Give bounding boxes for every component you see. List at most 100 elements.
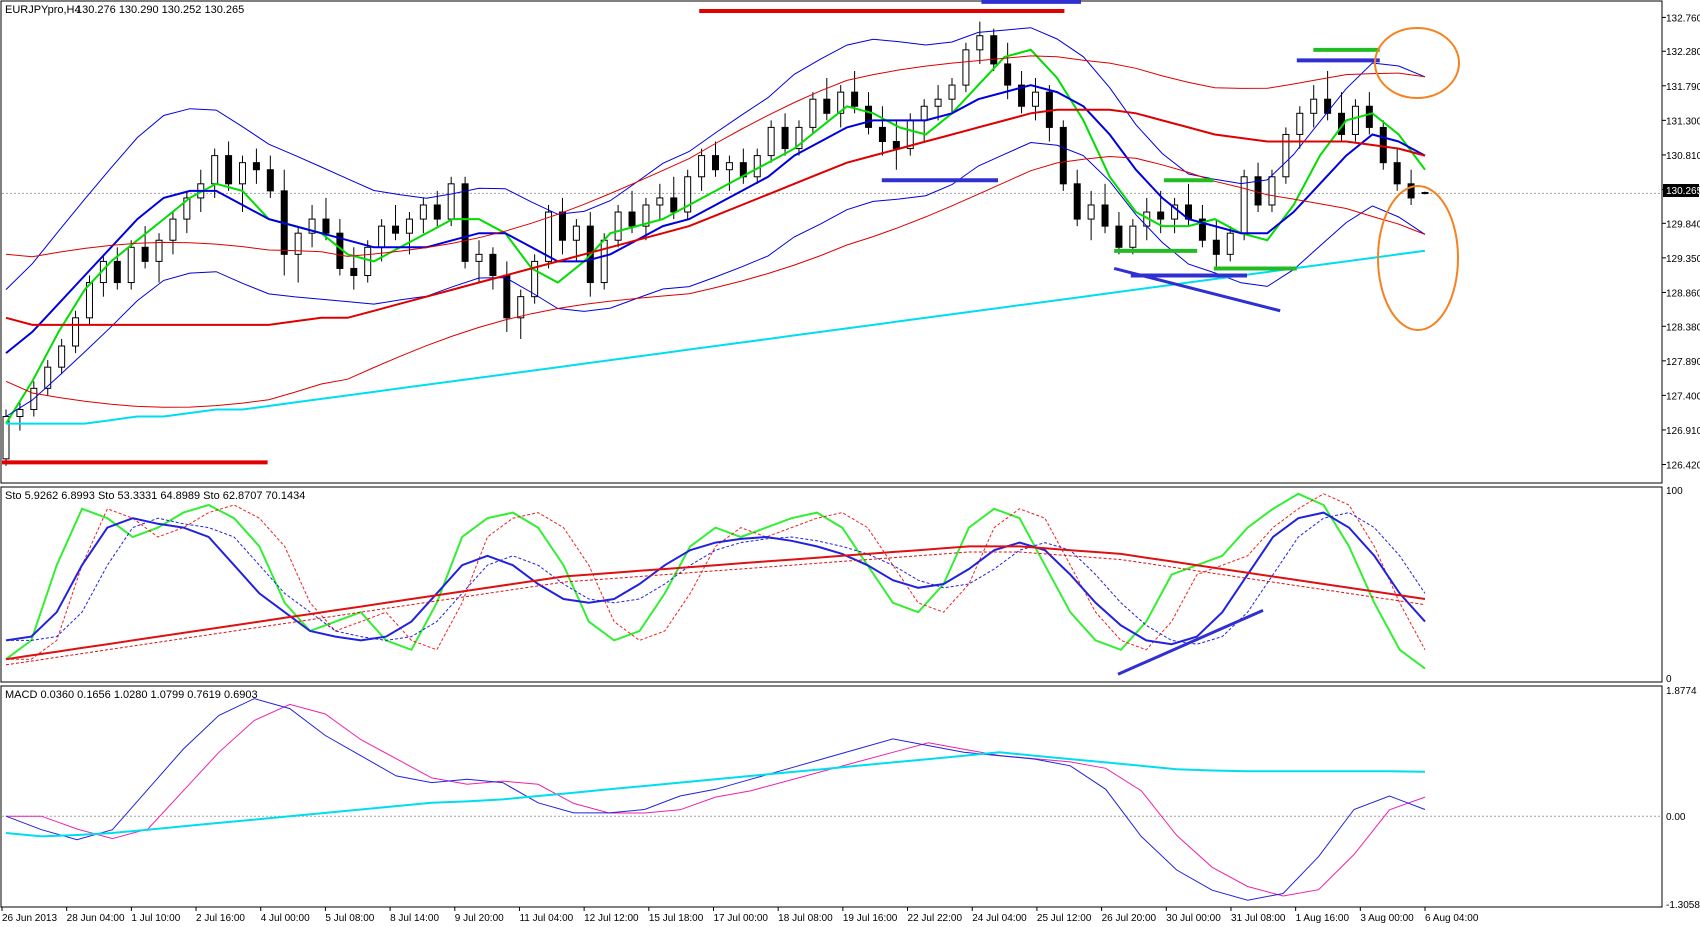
- time-tick-label: 2 Jul 16:00: [196, 913, 245, 924]
- sto-trendline: [1117, 608, 1264, 676]
- candle: [183, 190, 191, 234]
- candle: [239, 155, 246, 213]
- macd-panel-frame: [0, 685, 1663, 908]
- candle: [878, 106, 886, 156]
- time-tick-label: 30 Jul 00:00: [1166, 913, 1221, 924]
- time-tick-label: 25 Jul 12:00: [1037, 913, 1092, 924]
- price-tick-label: 130.810: [1666, 151, 1700, 162]
- candle: [1004, 42, 1012, 100]
- highlight-ellipse-upper: [1374, 27, 1460, 99]
- stochastic-panel: [5, 492, 1426, 676]
- candle: [1226, 226, 1234, 262]
- candle: [1018, 70, 1026, 114]
- candle: [2, 409, 10, 466]
- candle: [698, 148, 706, 191]
- price-tick-label: 131.790: [1666, 82, 1700, 93]
- candle: [1310, 85, 1318, 128]
- macd-tick-label: 0.00: [1666, 812, 1686, 823]
- candle: [795, 120, 803, 156]
- time-tick-label: 9 Jul 20:00: [455, 913, 504, 924]
- time-tick-label: 11 Jul 04:00: [519, 913, 573, 924]
- overlay-line-ma-long: [6, 249, 1426, 425]
- overlay-line-ema-mid: [5, 84, 1426, 354]
- candle: [809, 92, 817, 135]
- candle: [851, 70, 859, 114]
- macd-panel: [2, 698, 1662, 901]
- candle: [990, 28, 998, 71]
- price-tick-label: 129.350: [1666, 254, 1700, 265]
- current-price-label: 130.265: [1666, 186, 1700, 197]
- price-panel: [2, 0, 1662, 466]
- macd-main-line: [5, 698, 1426, 901]
- candle: [1087, 190, 1095, 241]
- time-tick-label: 26 Jun 2013: [2, 913, 57, 924]
- candle: [531, 254, 539, 304]
- candle: [266, 155, 274, 198]
- candle: [308, 204, 316, 248]
- candle: [1393, 148, 1401, 191]
- candle: [1268, 169, 1276, 213]
- candle: [865, 92, 873, 135]
- candle: [155, 233, 163, 283]
- time-tick-label: 22 Jul 22:00: [908, 913, 963, 924]
- time-tick-label: 31 Jul 08:00: [1231, 913, 1286, 924]
- candle: [837, 85, 845, 128]
- candle: [670, 176, 678, 220]
- price-tick-label: 131.300: [1666, 116, 1700, 127]
- candle: [1129, 219, 1137, 255]
- price-panel-frame: [0, 0, 1663, 484]
- candle: [58, 338, 66, 375]
- price-tick-label: 132.280: [1666, 47, 1700, 58]
- macd-label: MACD 0.0360 0.1656 1.0280 1.0799 0.7619 …: [5, 689, 258, 701]
- time-tick-label: 12 Jul 12:00: [584, 913, 639, 924]
- candle: [72, 310, 80, 354]
- candle: [1379, 120, 1387, 170]
- price-tick-label: 126.910: [1666, 426, 1700, 437]
- candle: [1198, 204, 1206, 248]
- sto-tick-label: 100: [1666, 486, 1683, 497]
- price-tick-label: 127.890: [1666, 357, 1700, 368]
- candle: [572, 219, 580, 262]
- time-tick-label: 19 Jul 16:00: [843, 913, 898, 924]
- sto-slow-signal: [5, 551, 1426, 666]
- sto-slow-line: [5, 545, 1426, 661]
- overlay-line-ema-fast: [5, 48, 1426, 425]
- macd-signal-line: [6, 703, 1426, 897]
- candle: [1421, 191, 1429, 195]
- candle: [113, 247, 121, 290]
- highlight-ellipse-lower: [1377, 185, 1459, 331]
- time-tick-label: 4 Jul 00:00: [261, 913, 310, 924]
- candle: [767, 120, 775, 163]
- time-tick-label: 1 Aug 16:00: [1296, 913, 1350, 924]
- ohlc-label: 130.276 130.290 130.252 130.265: [76, 4, 244, 16]
- band-ema-mid-upper: [5, 27, 1426, 290]
- candle: [44, 360, 52, 396]
- candle: [628, 190, 636, 234]
- time-tick-label: 5 Jul 08:00: [325, 913, 374, 924]
- candle: [614, 204, 622, 248]
- candle: [1351, 99, 1359, 142]
- stochastic-panel-frame: [0, 486, 1663, 683]
- candle: [225, 141, 233, 191]
- band-ema-slow-upper: [5, 55, 1426, 258]
- sto-tick-label: 0: [1666, 674, 1672, 685]
- price-tick-label: 128.860: [1666, 288, 1700, 299]
- candle: [781, 113, 789, 156]
- symbol-label: EURJPYpro,H4: [5, 4, 81, 16]
- candle: [823, 78, 831, 121]
- candle: [962, 42, 970, 93]
- current-price-marker: 130.265: [1663, 184, 1700, 197]
- time-tick-label: 17 Jul 00:00: [714, 913, 769, 924]
- price-tick-label: 132.760: [1666, 13, 1700, 24]
- candle: [294, 226, 302, 283]
- axes: 132.760132.280131.790131.300130.810130.3…: [1, 13, 1700, 924]
- candle: [1059, 120, 1067, 191]
- candle: [725, 155, 733, 191]
- price-tick-label: 128.380: [1666, 322, 1700, 333]
- price-tick-label: 127.400: [1666, 391, 1700, 402]
- macd-tick-label: -1.3058: [1666, 900, 1700, 911]
- band-ema-mid-lower: [5, 141, 1426, 417]
- candle: [392, 204, 400, 241]
- time-tick-label: 18 Jul 08:00: [778, 913, 833, 924]
